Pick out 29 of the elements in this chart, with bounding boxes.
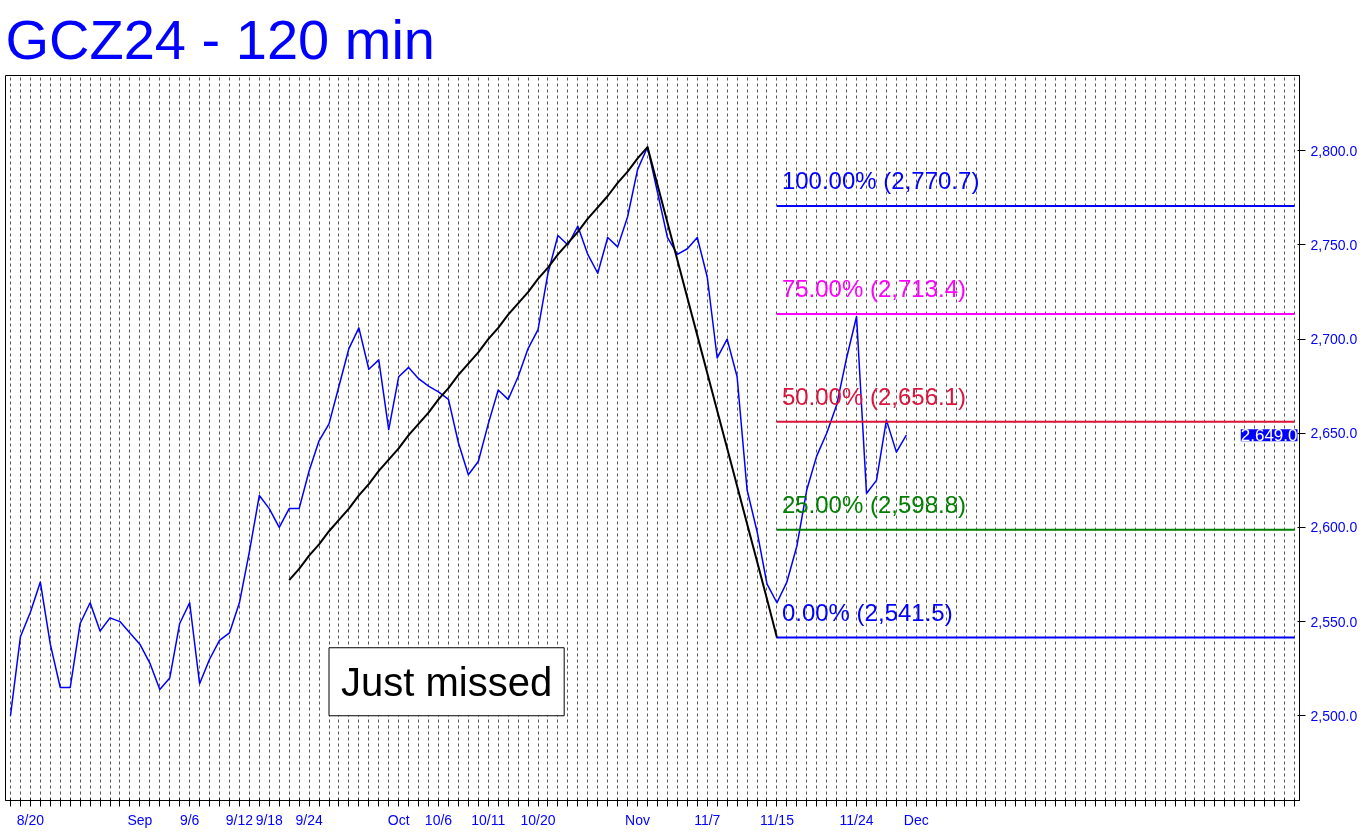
annotation: 75.00% (2,713.4) (781, 274, 967, 302)
y-tick-label: 2,600.0 (1310, 519, 1358, 536)
annotation: 100.00% (2,770.7) (781, 167, 980, 194)
x-tick-label: 11/24 (839, 811, 874, 828)
x-tick-label: 9/18 (255, 811, 284, 828)
x-tick-label: 11/7 (694, 811, 721, 828)
x-tick-label: 9/24 (295, 811, 323, 828)
y-tick-label: 2,500.0 (1310, 707, 1358, 724)
x-tick-label: Nov (625, 811, 651, 828)
annotation: 2,649.0 (1240, 426, 1298, 446)
x-tick-label: Dec (903, 811, 929, 828)
x-tick-label: 10/6 (424, 811, 453, 828)
y-tick-label: 2,700.0 (1310, 331, 1358, 348)
annotation: Just missed (341, 659, 553, 704)
chart-title: GCZ24 - 120 min (5, 7, 435, 71)
x-tick-label: 11/15 (759, 811, 795, 828)
x-tick-label: Sep (127, 811, 153, 828)
y-tick-label: 2,800.0 (1310, 142, 1358, 159)
annotation: 0.00% (2,541.5) (781, 598, 953, 626)
x-tick-label: Oct (387, 811, 410, 828)
x-tick-label: 9/12 (225, 811, 254, 828)
x-tick-label: 9/6 (179, 811, 200, 828)
x-tick-label: 10/20 (520, 811, 556, 828)
y-tick-label: 2,650.0 (1310, 425, 1358, 442)
y-tick-label: 2,750.0 (1310, 236, 1358, 253)
line-series (288, 146, 778, 639)
x-tick-label: 8/20 (16, 811, 45, 828)
x-tick-label: 10/11 (471, 811, 506, 828)
y-tick-label: 2,550.0 (1310, 613, 1358, 630)
